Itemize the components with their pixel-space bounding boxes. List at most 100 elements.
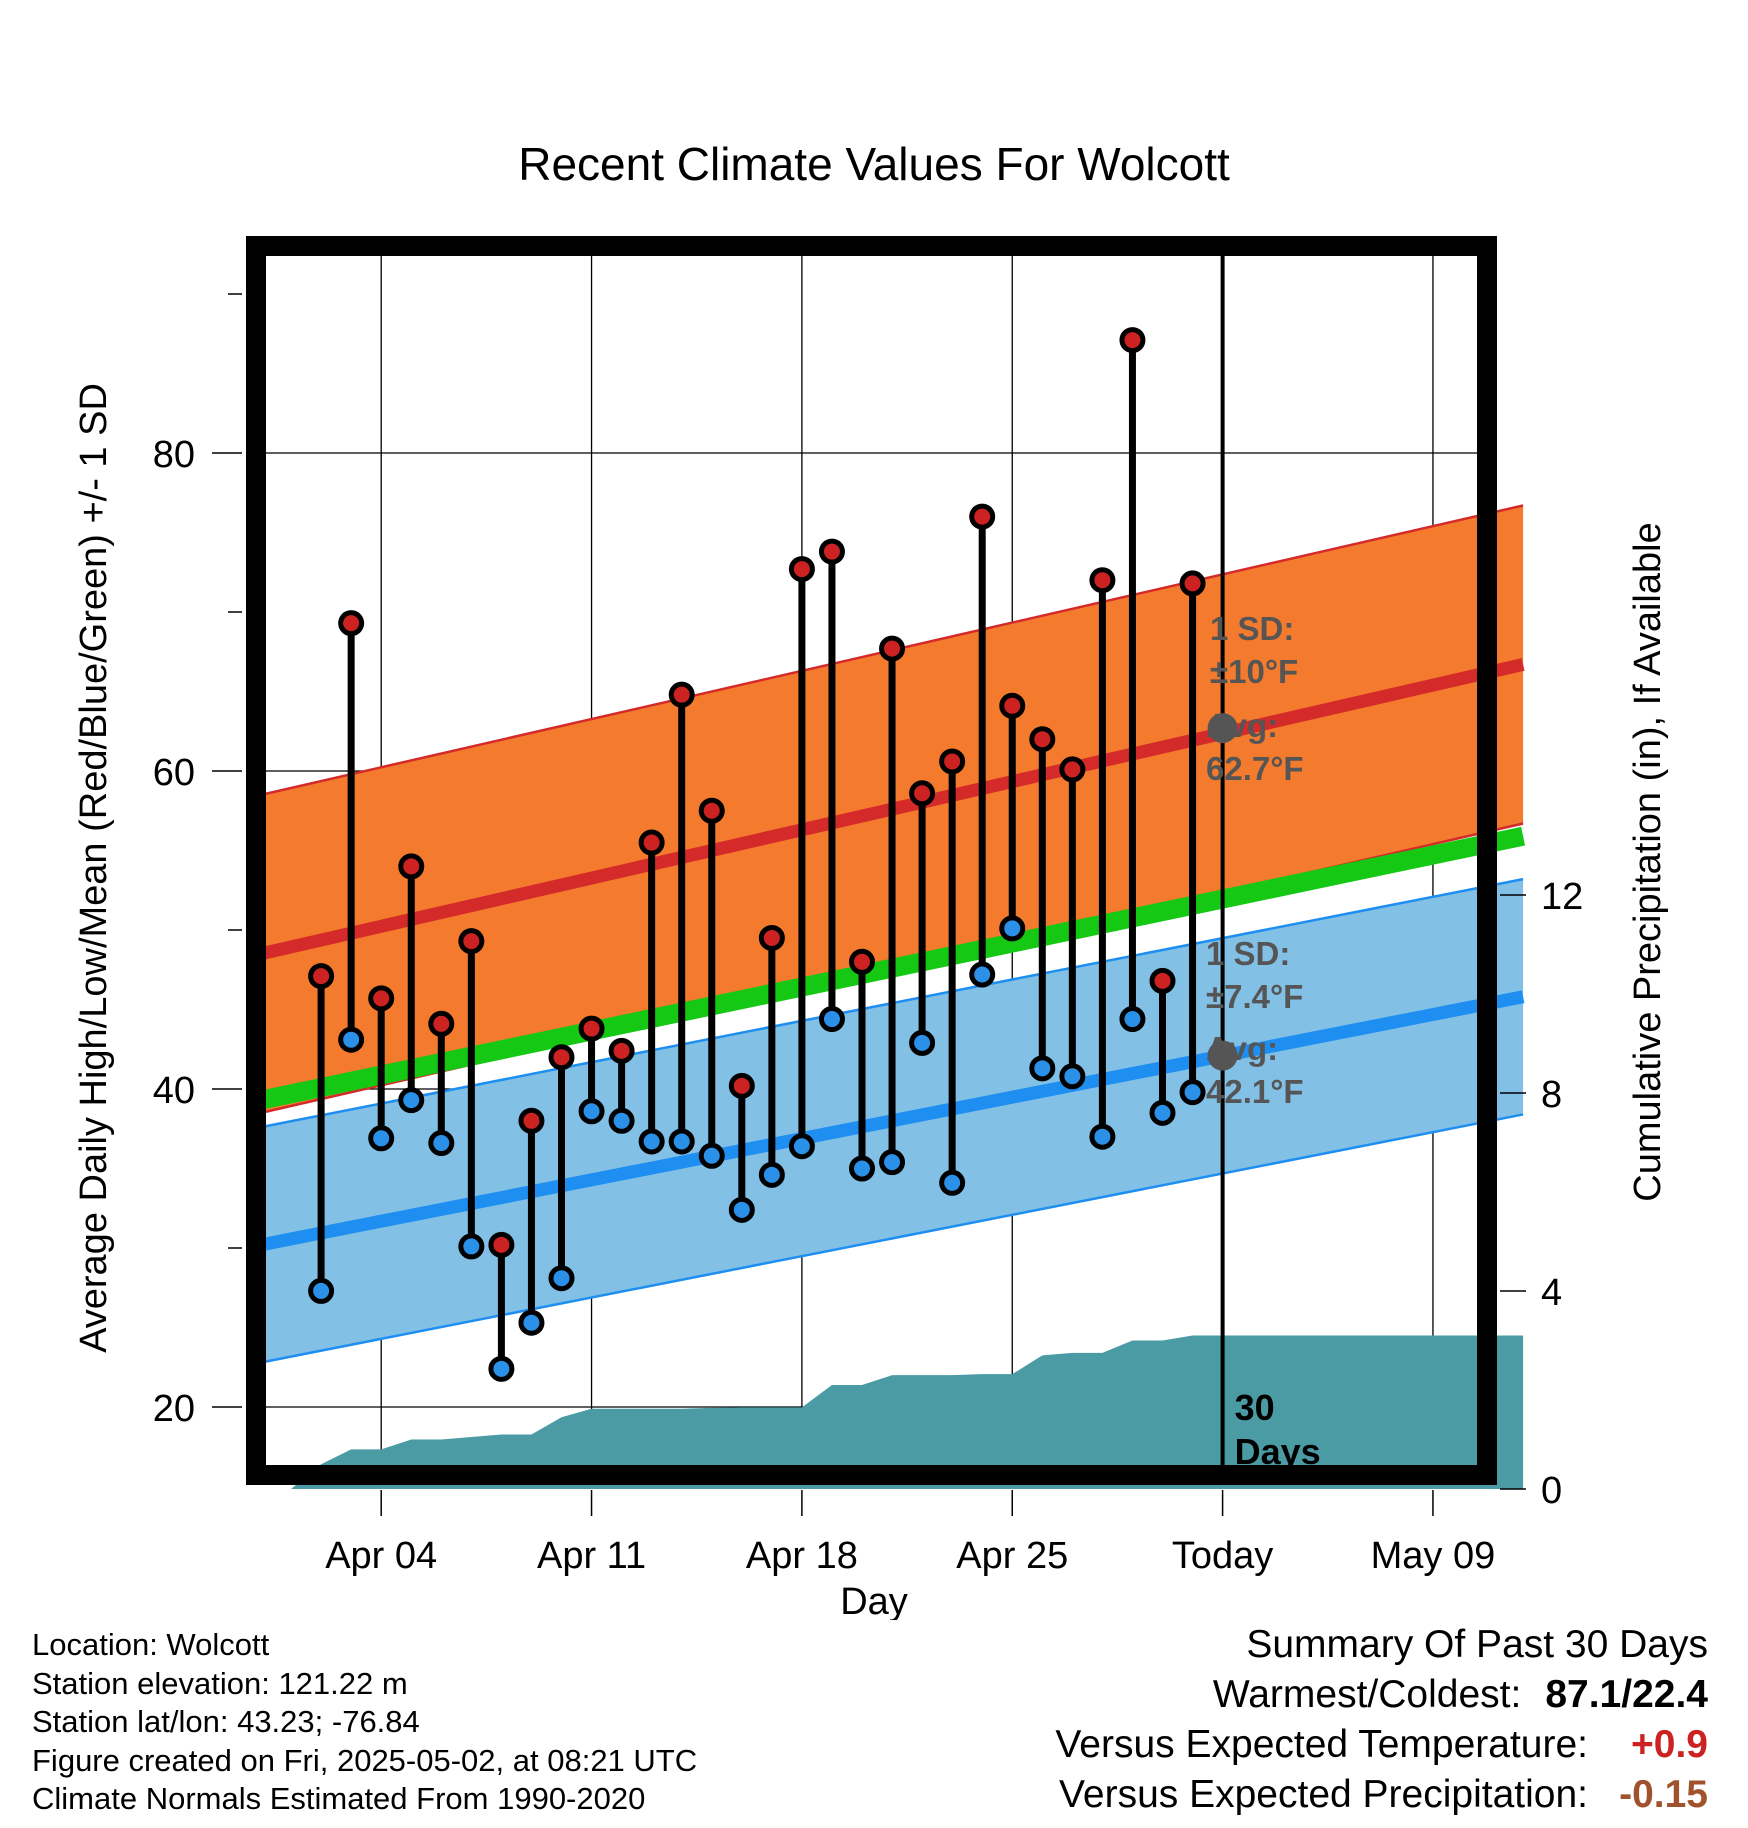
y-tick-label: 40	[153, 1070, 195, 1112]
y2-tick-label: 4	[1541, 1272, 1562, 1314]
climate-chart: Recent Climate Values For Wolcott 30 Days…	[73, 138, 1669, 1620]
daily-low-point	[1029, 1055, 1056, 1082]
warmest-label: Warmest/Coldest:	[1212, 1673, 1522, 1716]
daily-high-point	[969, 503, 996, 530]
daily-low-point	[969, 961, 996, 988]
daily-low-point	[1089, 1123, 1116, 1150]
daily-low-point	[338, 1026, 365, 1053]
daily-high-point	[1149, 967, 1176, 994]
x-tick-label: Apr 25	[956, 1535, 1068, 1577]
y2-tick-label: 8	[1541, 1074, 1562, 1116]
daily-low-point	[638, 1128, 665, 1155]
y-tick-label: 20	[153, 1388, 195, 1430]
chart-title: Recent Climate Values For Wolcott	[518, 138, 1230, 190]
daily-high-point	[999, 692, 1026, 719]
daily-high-point	[398, 853, 425, 880]
daily-high-point	[849, 948, 875, 975]
x-tick-label: Today	[1172, 1535, 1273, 1577]
low-avg-label: Avg: 42.1°F	[1206, 1030, 1304, 1110]
temp-departure-row: Versus Expected Temperature: +0.9	[1055, 1720, 1708, 1770]
daily-low-point	[458, 1233, 485, 1260]
daily-high-point	[488, 1231, 515, 1258]
daily-low-point	[668, 1128, 695, 1155]
daily-low-point	[909, 1029, 936, 1056]
daily-high-point	[939, 748, 966, 775]
daily-high-point	[308, 963, 335, 990]
y2-tick-label: 12	[1541, 876, 1583, 918]
summary-heading: Summary Of Past 30 Days	[1246, 1623, 1708, 1666]
normals-text: Climate Normals Estimated From 1990-2020	[32, 1781, 646, 1816]
daily-low-point	[728, 1196, 755, 1223]
x-tick-label: Apr 11	[537, 1535, 646, 1577]
y-tick-label: 80	[153, 434, 195, 476]
daily-low-point	[308, 1277, 335, 1304]
warmest-value: 87.1/22.4	[1545, 1673, 1708, 1716]
daily-low-point	[578, 1098, 605, 1125]
daily-high-point	[879, 635, 906, 662]
daily-high-point	[548, 1044, 575, 1071]
daily-high-point	[1029, 726, 1056, 753]
summary-panel: Summary Of Past 30 Days Warmest/Coldest:…	[1055, 1620, 1708, 1820]
daily-high-point	[1179, 570, 1206, 597]
daily-low-point	[818, 1006, 845, 1033]
daily-low-point	[849, 1155, 875, 1182]
daily-high-point	[1119, 327, 1146, 354]
elevation-text: Station elevation: 121.22 m	[32, 1665, 408, 1701]
daily-high-point	[1089, 567, 1116, 594]
daily-low-point	[1119, 1006, 1146, 1033]
precip-departure-label: Versus Expected Precipitation:	[1059, 1773, 1588, 1816]
daily-high-point	[668, 681, 695, 708]
daily-high-point	[698, 797, 725, 824]
daily-high-point	[788, 556, 815, 583]
y2-axis-label: Cumulative Precipitation (in), If Availa…	[1627, 522, 1669, 1201]
daily-low-point	[398, 1087, 425, 1114]
daily-low-point	[1179, 1079, 1206, 1106]
daily-high-point	[458, 928, 485, 955]
low-sd-band-lower	[260, 1113, 1524, 1364]
warmest-coldest-row: Warmest/Coldest: 87.1/22.4	[1055, 1670, 1708, 1720]
daily-low-point	[698, 1142, 725, 1169]
y2-tick-label: 0	[1541, 1470, 1562, 1512]
daily-high-point	[638, 829, 665, 856]
daily-high-point	[909, 780, 936, 807]
daily-low-point	[1149, 1099, 1176, 1126]
daily-high-point	[818, 538, 845, 565]
daily-low-point	[608, 1107, 635, 1134]
daily-low-point	[428, 1130, 455, 1157]
precip-departure-value: -0.15	[1619, 1773, 1708, 1816]
daily-high-point	[758, 924, 785, 951]
y-tick-label: 60	[153, 752, 195, 794]
precip-departure-row: Versus Expected Precipitation: -0.15	[1055, 1770, 1708, 1820]
daily-low-point	[939, 1169, 966, 1196]
daily-high-point	[518, 1107, 545, 1134]
x-tick-label: Apr 18	[746, 1535, 858, 1577]
high-sd-label: 1 SD: ±10°F	[1210, 610, 1298, 690]
daily-low-point	[758, 1161, 785, 1188]
daily-low-point	[368, 1125, 395, 1152]
daily-high-point	[428, 1010, 455, 1037]
temp-departure-label: Versus Expected Temperature:	[1055, 1723, 1588, 1766]
daily-high-point	[728, 1072, 755, 1099]
low-sd-label: 1 SD: ±7.4°F	[1206, 935, 1303, 1015]
temp-departure-value: +0.9	[1631, 1723, 1708, 1766]
created-text: Figure created on Fri, 2025-05-02, at 08…	[32, 1742, 698, 1778]
daily-low-point	[1059, 1063, 1086, 1090]
daily-low-point	[999, 915, 1026, 942]
daily-high-point	[608, 1037, 635, 1064]
location-text: Location: Wolcott	[32, 1627, 270, 1662]
x-tick-label: May 09	[1371, 1535, 1496, 1577]
daily-high-point	[338, 610, 365, 637]
daily-high-point	[1059, 756, 1086, 783]
daily-low-point	[788, 1133, 815, 1160]
today-avg-low-point	[1207, 1040, 1238, 1071]
daily-low-point	[879, 1149, 906, 1176]
x-axis-label: Day	[840, 1581, 908, 1620]
latlon-text: Station lat/lon: 43.23; -76.84	[32, 1704, 420, 1739]
y-axis-label: Average Daily High/Low/Mean (Red/Blue/Gr…	[73, 383, 115, 1353]
daily-high-point	[578, 1015, 605, 1042]
daily-low-point	[518, 1309, 545, 1336]
precip-area	[291, 1335, 1524, 1489]
high-avg-label: Avg: 62.7°F	[1206, 707, 1304, 787]
daily-high-point	[368, 985, 395, 1012]
x-tick-label: Apr 04	[325, 1535, 437, 1577]
